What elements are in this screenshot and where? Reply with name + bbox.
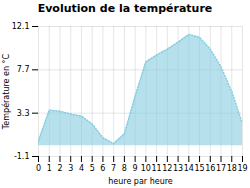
svg-text:3.3: 3.3 [17,109,30,118]
svg-text:13: 13 [173,164,183,173]
svg-text:3: 3 [68,164,73,173]
svg-text:9: 9 [133,164,138,173]
svg-text:15: 15 [194,164,204,173]
svg-text:18: 18 [227,164,237,173]
svg-text:10: 10 [141,164,151,173]
svg-text:Température en °C: Température en °C [1,53,11,130]
svg-text:1: 1 [47,164,52,173]
svg-text:7: 7 [111,164,116,173]
svg-text:17: 17 [216,164,226,173]
svg-text:19: 19 [237,164,247,173]
svg-text:0: 0 [36,164,41,173]
svg-text:12: 12 [162,164,172,173]
svg-text:heure par heure: heure par heure [108,177,173,186]
svg-text:2: 2 [57,164,62,173]
svg-text:14: 14 [184,164,194,173]
svg-text:6: 6 [100,164,105,173]
svg-text:8: 8 [122,164,127,173]
svg-text:4: 4 [79,164,84,173]
svg-text:11: 11 [152,164,162,173]
svg-text:-1.1: -1.1 [14,152,30,161]
svg-text:7.7: 7.7 [17,65,30,74]
html-text:Evolution de la température: Evolution de la température [37,2,213,15]
svg-text:5: 5 [90,164,95,173]
svg-text:16: 16 [205,164,215,173]
svg-text:12.1: 12.1 [12,22,30,31]
